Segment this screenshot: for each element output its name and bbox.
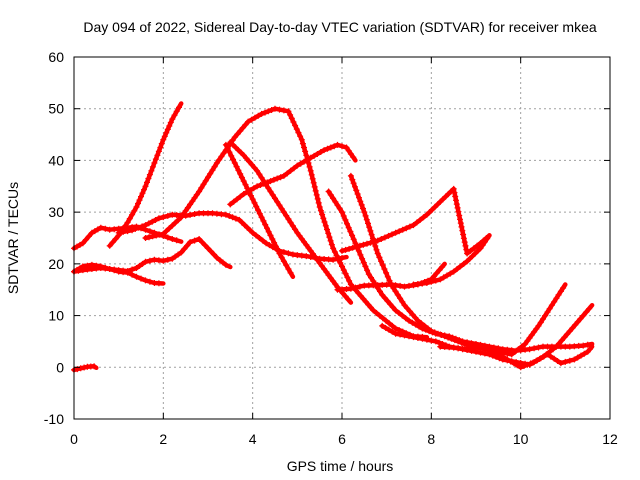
x-tick-label: 6 [338, 431, 346, 447]
series-line-arc-hump-a [71, 236, 233, 274]
y-tick-label: 40 [48, 152, 64, 168]
x-axis-label: GPS time / hours [287, 458, 394, 474]
chart-title: Day 094 of 2022, Sidereal Day-to-day VTE… [83, 19, 596, 35]
series-markers-arc-rise-to-43 [227, 141, 357, 208]
x-tick-label: 8 [427, 431, 435, 447]
x-tick-label: 2 [159, 431, 167, 447]
series-markers-arc-evening-rise-b [339, 185, 490, 257]
series-markers-arc-late-a [410, 235, 491, 288]
y-tick-label: 0 [56, 359, 64, 375]
y-tick-label: 30 [48, 204, 64, 220]
y-tick-label: 10 [48, 308, 64, 324]
series-markers-arc-hump-a [71, 236, 229, 275]
y-tick-label: -10 [44, 411, 64, 427]
series-markers-arc-fall-to-17 [222, 141, 294, 276]
y-tick-label: 60 [48, 49, 64, 65]
y-tick-label: 50 [48, 101, 64, 117]
series-markers-arc-mid-peak [142, 105, 426, 340]
series-line-arc-mid-peak [143, 106, 430, 340]
series-markers-arc-fall-from-43 [227, 139, 352, 303]
x-tick-label: 0 [70, 431, 78, 447]
x-tick-label: 12 [602, 431, 618, 447]
y-tick-label: 20 [48, 256, 64, 272]
y-axis-label: SDTVAR / TECUs [5, 182, 21, 294]
axis-ticks: 0 2 4 6 8 10 12 -10 0 10 20 30 40 50 60 [44, 49, 618, 447]
x-tick-label: 4 [249, 431, 257, 447]
x-tick-label: 10 [513, 431, 529, 447]
series-markers-arc-late-e [437, 343, 593, 371]
series-group [71, 101, 595, 373]
